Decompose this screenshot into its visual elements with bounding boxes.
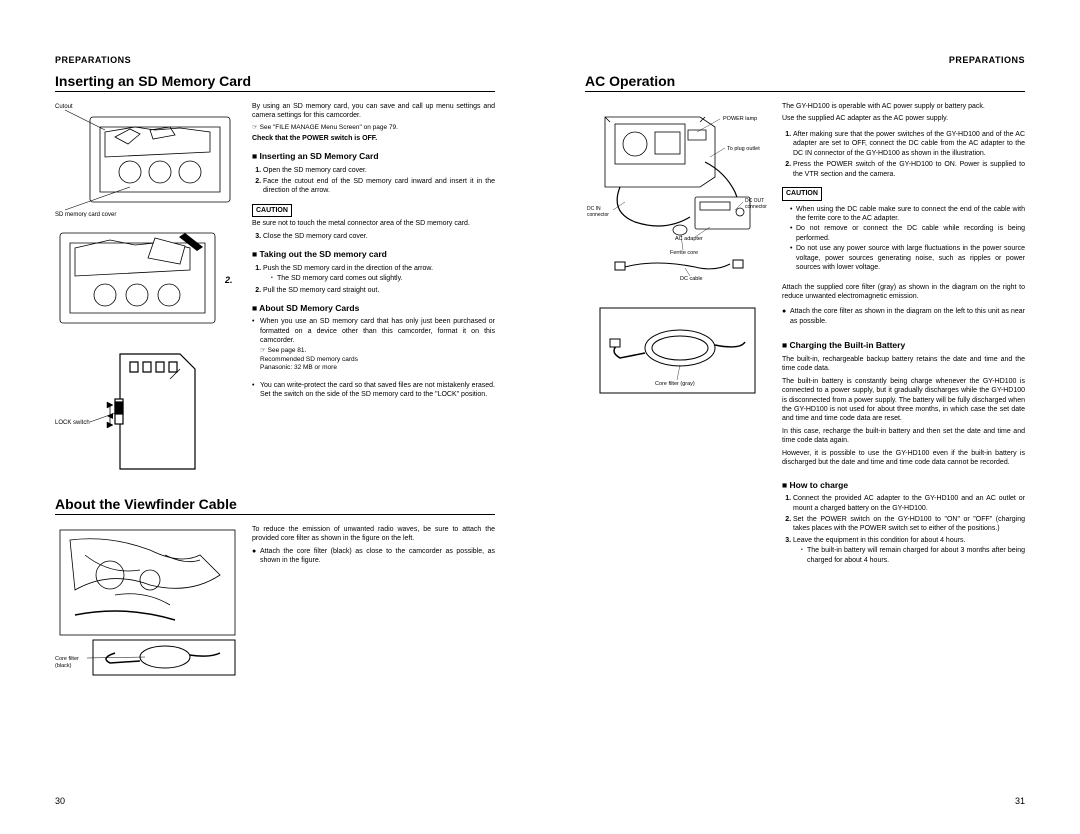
- sd-text: By using an SD memory card, you can save…: [252, 102, 495, 480]
- ac-intro1: The GY-HD100 is operable with AC power s…: [782, 102, 1025, 111]
- about-rec1: Recommended SD memory cards: [260, 356, 495, 365]
- ac-attach1: Attach the supplied core filter (gray) a…: [782, 283, 1025, 302]
- label-dc-cable: DC cable: [680, 276, 703, 282]
- section-title-vf: About the Viewfinder Cable: [55, 496, 495, 515]
- sd-two-col: Cutout SD memory card cover 2.: [55, 102, 495, 480]
- charge-p4: However, it is possible to use the GY-HD…: [782, 449, 1025, 468]
- label-core-gray: Core filter (gray): [655, 381, 695, 387]
- ac-two-col: POWER lamp To plug outlet: [585, 102, 1025, 567]
- ac-caution3: Do not use any power source with large f…: [790, 244, 1025, 272]
- vf-illustration: Core filter(black): [55, 525, 240, 686]
- section-title-ac: AC Operation: [585, 73, 1025, 92]
- sub-takeout-sd: ■ Taking out the SD memory card: [252, 249, 495, 260]
- t-step2: Pull the SD memory card straight out.: [263, 286, 495, 295]
- caution-label-ac: CAUTION: [782, 187, 822, 200]
- vf-two-col: Core filter(black) To reduce the emissio…: [55, 525, 495, 686]
- sd-check: Check that the POWER switch is OFF.: [252, 134, 495, 143]
- about-ref: ☞ See page 81.: [260, 347, 495, 356]
- sub-charging: ■ Charging the Built-in Battery: [782, 340, 1025, 351]
- ac-fig-2: Core filter (gray): [585, 303, 770, 398]
- label-power-lamp: POWER lamp: [723, 116, 757, 122]
- label-cutout: Cutout: [55, 104, 73, 110]
- charge-p1: The built-in, rechargeable backup batter…: [782, 355, 1025, 374]
- about1: When you use an SD memory card that has …: [252, 317, 495, 373]
- label-ac-adapter: AC adapter: [675, 236, 703, 242]
- caution-text-sd: Be sure not to touch the metal connector…: [252, 219, 495, 228]
- ac-intro2: Use the supplied AC adapter as the AC po…: [782, 114, 1025, 123]
- how-step3: Leave the equipment in this condition fo…: [793, 536, 1025, 565]
- sd-fig-1: Cutout SD memory card cover: [55, 102, 240, 217]
- charge-p2: The built-in battery is constantly being…: [782, 377, 1025, 424]
- vf-bullet: ●Attach the core filter (black) as close…: [252, 547, 495, 566]
- how-step2: Set the POWER switch on the GY-HD100 to …: [793, 515, 1025, 534]
- label-sd-cover: SD memory card cover: [55, 212, 116, 217]
- how-step3-sub: The built-in battery will remain charged…: [801, 546, 1025, 565]
- ac-caution1: When using the DC cable make sure to con…: [790, 205, 1025, 224]
- page-num-31: 31: [1015, 796, 1025, 806]
- label-plug: To plug outlet: [727, 146, 760, 152]
- label-lock: LOCK switch: [55, 420, 90, 426]
- header-left: PREPARATIONS: [55, 55, 495, 65]
- ac-text: The GY-HD100 is operable with AC power s…: [782, 102, 1025, 567]
- about-rec2: Panasonic: 32 MB or more: [260, 364, 495, 373]
- about2: You can write-protect the card so that s…: [252, 381, 495, 400]
- ac-step1: After making sure that the power switche…: [793, 130, 1025, 158]
- sd-step3: Close the SD memory card cover.: [263, 232, 495, 241]
- sub-how-charge: ■ How to charge: [782, 480, 1025, 491]
- sd-fig-2: 2.: [55, 223, 240, 338]
- vf-intro: To reduce the emission of unwanted radio…: [252, 525, 495, 544]
- page-num-30: 30: [55, 796, 65, 806]
- label-dcin: DC INconnector: [587, 206, 609, 218]
- t-step1: Push the SD memory card in the direction…: [263, 264, 495, 284]
- sd-step2: Face the cutout end of the SD memory car…: [263, 177, 495, 196]
- label-ferrite: Ferrite core: [670, 250, 698, 256]
- sd-step1: Open the SD memory card cover.: [263, 166, 495, 175]
- vf-text: To reduce the emission of unwanted radio…: [252, 525, 495, 686]
- sd-intro: By using an SD memory card, you can save…: [252, 102, 495, 121]
- sub-insert-sd: ■ Inserting an SD Memory Card: [252, 151, 495, 162]
- sd-illustrations: Cutout SD memory card cover 2.: [55, 102, 240, 480]
- page-spread: PREPARATIONS Inserting an SD Memory Card…: [0, 0, 1080, 834]
- ac-illustrations: POWER lamp To plug outlet: [585, 102, 770, 567]
- ac-attach-bullet: ●Attach the core filter as shown in the …: [782, 307, 1025, 326]
- sub-about-sd: ■ About SD Memory Cards: [252, 303, 495, 314]
- sd-fig-3: LOCK switch: [55, 344, 240, 474]
- how-step1: Connect the provided AC adapter to the G…: [793, 494, 1025, 513]
- charge-p3: In this case, recharge the built-in batt…: [782, 427, 1025, 446]
- sd-ref: ☞ See "FILE MANAGE Menu Screen" on page …: [252, 124, 495, 133]
- ac-caution2: Do not remove or connect the DC cable wh…: [790, 224, 1025, 243]
- label-dcout: DC OUTconnector: [745, 198, 767, 210]
- vf-fig: Core filter(black): [55, 525, 240, 680]
- t-note1: The SD memory card comes out slightly.: [271, 274, 495, 283]
- page-31: PREPARATIONS AC Operation PO: [540, 0, 1080, 834]
- ac-fig-1: POWER lamp To plug outlet: [585, 102, 770, 297]
- header-right: PREPARATIONS: [585, 55, 1025, 65]
- caution-label-sd: CAUTION: [252, 204, 292, 217]
- page-30: PREPARATIONS Inserting an SD Memory Card…: [0, 0, 540, 834]
- label-step-2: 2.: [224, 275, 233, 285]
- label-core-black: Core filter(black): [55, 656, 79, 669]
- section-title-sd: Inserting an SD Memory Card: [55, 73, 495, 92]
- ac-step2: Press the POWER switch of the GY-HD100 t…: [793, 160, 1025, 179]
